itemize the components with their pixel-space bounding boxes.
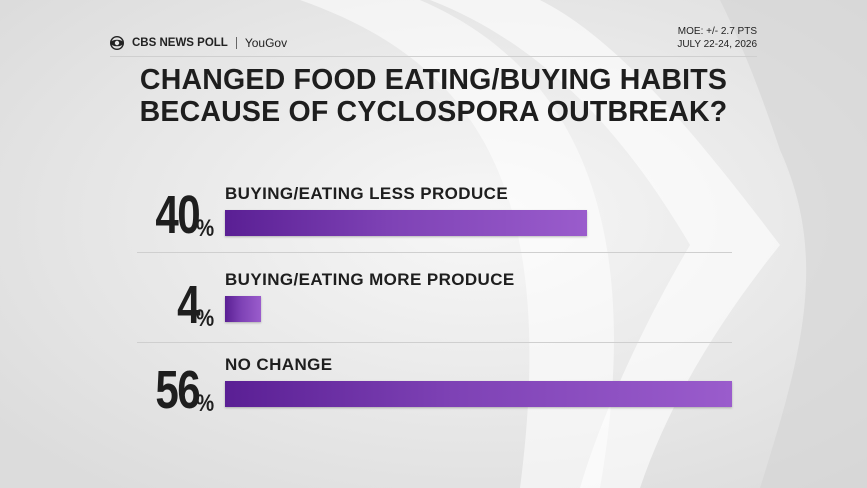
poll-dates: JULY 22-24, 2026: [677, 39, 757, 50]
bar-3: [225, 381, 732, 407]
category-label-1: BUYING/EATING LESS PRODUCE: [225, 184, 509, 203]
poll-info: MOE: +/- 2.7 PTS JULY 22-24, 2026: [677, 25, 757, 51]
value-label-2: 4%: [171, 275, 217, 335]
row-divider-1: [137, 252, 732, 253]
value-label-1: 40%: [143, 185, 217, 245]
value-label-3: 56%: [143, 360, 217, 420]
margin-of-error: MOE: +/- 2.7 PTS: [677, 26, 757, 37]
chart-title: CHANGED FOOD EATING/BUYING HABITS BECAUS…: [40, 64, 827, 128]
category-label-3: NO CHANGE: [225, 355, 333, 374]
bar-1: [225, 210, 587, 236]
title-line-1: CHANGED FOOD EATING/BUYING HABITS: [139, 64, 728, 96]
logo-separator: [235, 37, 237, 49]
percent-sign-3: %: [195, 390, 214, 417]
cbs-eye-icon: [110, 36, 124, 50]
category-label-2: BUYING/EATING MORE PRODUCE: [225, 270, 515, 289]
bar-2: [225, 296, 261, 322]
header-divider: [110, 56, 757, 57]
value-number-2: 4: [176, 275, 200, 335]
partner-name: YouGov: [244, 36, 288, 50]
brand-logo: CBS NEWS POLL YouGov: [110, 36, 287, 50]
row-divider-2: [137, 342, 732, 343]
percent-sign-1: %: [195, 215, 214, 242]
brand-name: CBS NEWS POLL: [132, 37, 228, 49]
value-number-3: 56: [154, 360, 200, 420]
value-number-1: 40: [154, 185, 200, 245]
title-line-2: BECAUSE OF CYCLOSPORA OUTBREAK?: [139, 96, 728, 128]
percent-sign-2: %: [195, 305, 214, 332]
